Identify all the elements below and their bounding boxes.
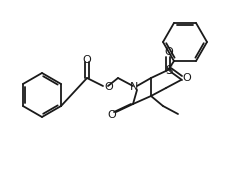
Text: O: O	[104, 82, 113, 92]
Text: O: O	[165, 47, 173, 57]
Text: O: O	[83, 55, 91, 65]
Text: S: S	[165, 64, 173, 77]
Text: O: O	[108, 110, 116, 120]
Text: N: N	[130, 82, 138, 92]
Text: O: O	[183, 73, 191, 83]
